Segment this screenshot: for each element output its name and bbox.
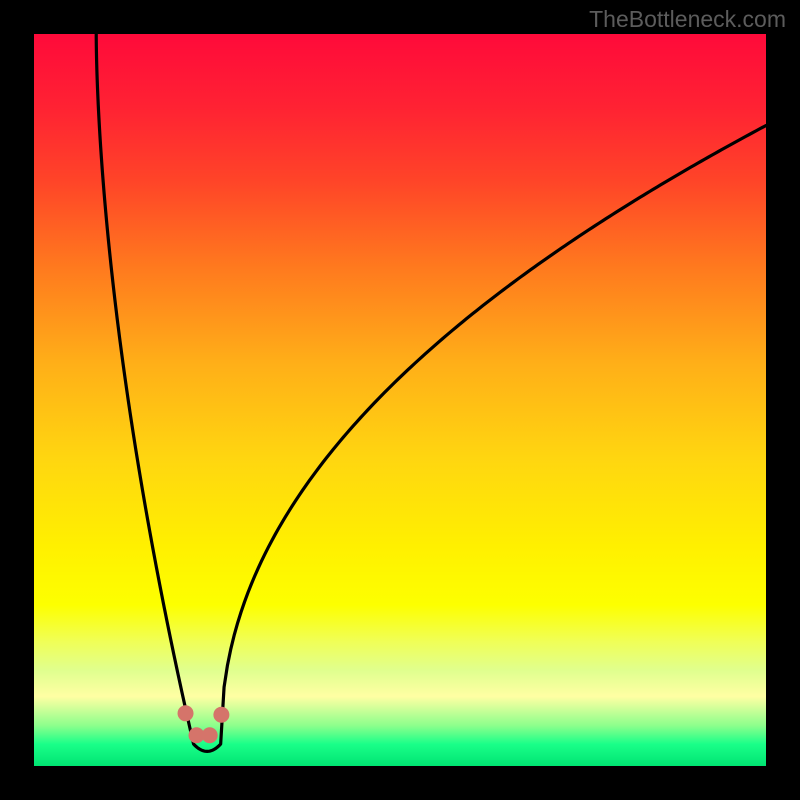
chart-stage: TheBottleneck.com bbox=[0, 0, 800, 800]
gradient-background bbox=[0, 0, 800, 800]
